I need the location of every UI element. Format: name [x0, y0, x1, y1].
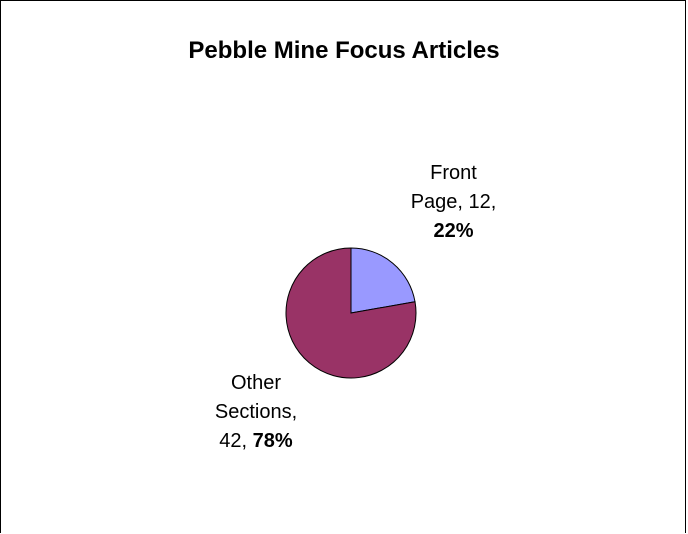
pie-slice-other-sections — [285, 247, 417, 379]
slice-label-front-page: Front Page, 12, 22% — [391, 159, 516, 246]
slice-label-other-sections: Other Sections, 42, 78% — [181, 369, 331, 456]
chart-title: Pebble Mine Focus Articles — [188, 37, 500, 64]
slice-label-other-sections-line-1: Other — [230, 372, 282, 394]
pie-slice-front-page — [350, 247, 416, 314]
slice-percent-other-sections: 78% — [252, 430, 293, 452]
slice-label-other-sections-line-3: 42, — [219, 430, 248, 452]
slice-label-front-page-line-1: Front — [430, 162, 477, 184]
slice-percent-front-page: 22% — [433, 220, 474, 242]
slice-label-other-sections-line-2: Sections, — [214, 401, 298, 423]
slice-label-front-page-line-2: Page, 12, — [410, 191, 497, 213]
